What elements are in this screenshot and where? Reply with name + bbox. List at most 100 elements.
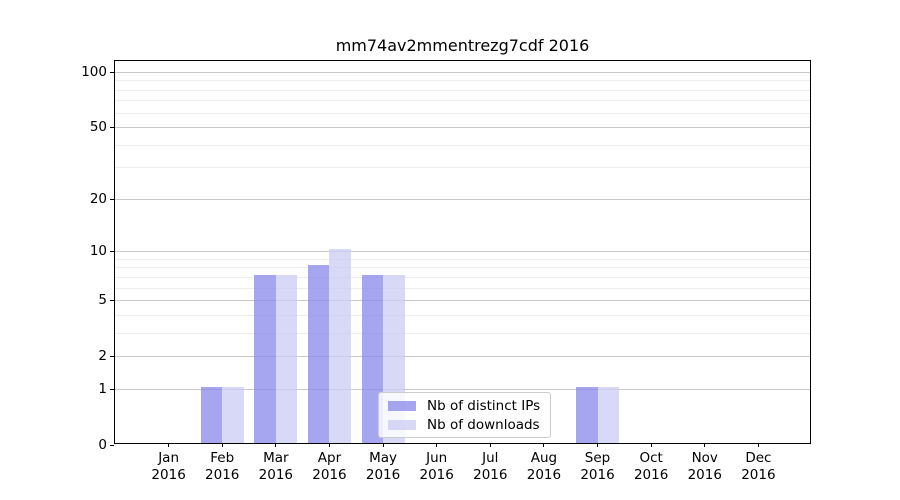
bar-distinct-ips-apr	[308, 265, 330, 443]
gridline-major	[115, 198, 810, 200]
x-tick-year: 2016	[365, 467, 401, 483]
gridline-major	[115, 127, 810, 129]
x-tick-mark	[543, 443, 545, 447]
bar-distinct-ips-mar	[254, 274, 276, 443]
gridline-minor	[115, 287, 810, 289]
x-tick-month: Jan	[158, 450, 180, 466]
x-tick-label: Mar 2016	[246, 450, 306, 484]
y-tick-mark	[110, 445, 114, 446]
y-tick-mark	[110, 198, 114, 200]
legend-item-downloads: Nb of downloads	[388, 417, 541, 433]
y-tick-mark	[110, 251, 114, 253]
y-tick-label: 100	[81, 64, 107, 80]
bar-distinct-ips-feb	[200, 386, 223, 443]
x-tick-label: Jan 2016	[139, 450, 199, 484]
y-tick-mark	[110, 127, 114, 129]
y-tick-label: 2	[98, 348, 107, 365]
x-tick-label: Aug 2016	[514, 450, 574, 484]
x-tick-mark	[275, 443, 277, 447]
legend-swatch-distinct-ips	[388, 400, 416, 411]
x-tick-mark	[328, 443, 330, 447]
chart-title: mm74av2mmentrezg7cdf 2016	[335, 36, 590, 55]
x-tick-month: May	[369, 450, 398, 466]
legend-label-downloads: Nb of downloads	[427, 416, 540, 433]
x-tick-label: Apr 2016	[299, 450, 359, 484]
x-tick-label: Oct 2016	[621, 450, 681, 484]
x-tick-mark	[597, 443, 599, 447]
legend-label-distinct-ips: Nb of distinct IPs	[427, 397, 541, 414]
x-tick-label: Feb 2016	[192, 450, 252, 484]
x-tick-label: Jul 2016	[460, 450, 520, 484]
gridline-major	[115, 72, 810, 73]
x-tick-label: Nov 2016	[675, 450, 735, 484]
y-tick-mark	[110, 356, 114, 358]
gridline-minor	[115, 258, 810, 260]
bar-distinct-ips-sep	[576, 386, 598, 443]
gridline-minor	[115, 100, 810, 102]
y-tick-label: 10	[89, 243, 107, 260]
gridline-minor	[115, 167, 810, 169]
x-tick-year: 2016	[741, 467, 776, 483]
gridline-minor	[115, 314, 810, 316]
x-tick-mark	[757, 443, 759, 447]
y-tick-label: 1	[98, 380, 107, 397]
x-tick-year: 2016	[258, 467, 294, 483]
y-tick-mark	[110, 300, 114, 302]
gridline-minor	[115, 332, 810, 334]
x-tick-year: 2016	[205, 467, 240, 483]
x-tick-year: 2016	[312, 467, 347, 483]
gridline-major	[115, 356, 810, 358]
x-tick-mark	[382, 443, 384, 447]
gridline-major	[115, 388, 810, 390]
y-tick-mark	[110, 72, 114, 73]
x-tick-label: Dec 2016	[728, 450, 788, 484]
x-tick-year: 2016	[419, 467, 454, 483]
plot-area: 0 1 2 5 10 20 50 100 Jan 2016 Feb 2016 Mar 2016 Apr 201…	[81, 60, 811, 483]
x-tick-mark	[168, 443, 170, 447]
bar-downloads-feb	[222, 386, 244, 443]
x-tick-year: 2016	[473, 467, 508, 483]
legend-swatch-downloads	[388, 419, 416, 430]
x-tick-year: 2016	[580, 467, 615, 483]
bar-distinct-ips-may	[361, 274, 384, 443]
x-tick-month: Oct	[639, 450, 663, 466]
bar-downloads-apr	[329, 249, 351, 443]
x-tick-month: Feb	[210, 450, 235, 466]
y-tick-mark	[110, 388, 114, 390]
x-tick-label: Sep 2016	[568, 450, 628, 484]
y-tick-label: 20	[89, 190, 107, 207]
x-tick-mark	[650, 443, 652, 447]
y-tick-label: 50	[89, 119, 107, 136]
bar-downloads-mar	[275, 274, 298, 443]
x-tick-month: Dec	[745, 450, 772, 466]
gridline-major	[115, 300, 810, 302]
legend: Nb of distinct IPs Nb of downloads	[378, 392, 551, 438]
x-tick-month: Jul	[482, 450, 499, 466]
gridline-major	[115, 251, 810, 253]
x-tick-year: 2016	[526, 467, 562, 483]
x-tick-month: Aug	[530, 450, 558, 466]
x-tick-month: Nov	[691, 450, 718, 466]
x-tick-year: 2016	[633, 467, 669, 483]
y-tick-label: 0	[98, 437, 107, 453]
x-tick-month: Sep	[584, 450, 611, 466]
x-tick-year: 2016	[151, 467, 186, 483]
x-tick-mark	[489, 443, 491, 447]
x-tick-mark	[436, 443, 438, 447]
x-tick-mark	[704, 443, 706, 447]
x-tick-year: 2016	[687, 467, 722, 483]
gridline-minor	[115, 144, 810, 146]
x-tick-label: Jun 2016	[407, 450, 467, 484]
legend-item-distinct-ips: Nb of distinct IPs	[388, 398, 541, 414]
gridline-minor	[115, 276, 810, 278]
gridline-minor	[115, 112, 810, 114]
gridline-minor	[115, 89, 810, 91]
x-tick-label: May 2016	[353, 450, 413, 484]
x-tick-month: Mar	[263, 450, 289, 466]
gridline-minor	[115, 80, 810, 82]
x-tick-month: Apr	[317, 450, 342, 466]
bar-downloads-sep	[597, 386, 619, 443]
y-tick-label: 5	[98, 292, 107, 309]
gridline-minor	[115, 267, 810, 269]
